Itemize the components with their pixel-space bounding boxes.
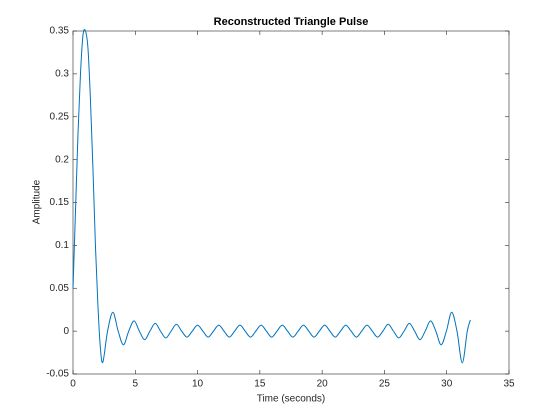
y-tick-label: 0.1 bbox=[55, 240, 69, 251]
y-tick-label: 0.35 bbox=[50, 26, 70, 37]
x-tick-label: 5 bbox=[133, 379, 139, 390]
data-line bbox=[72, 29, 471, 364]
y-tick-label: 0.05 bbox=[50, 283, 70, 294]
y-axis-label: Amplitude bbox=[32, 179, 43, 224]
x-tick-label: 35 bbox=[503, 379, 515, 390]
x-axis-label: Time (seconds) bbox=[257, 394, 326, 405]
x-tick-label: 0 bbox=[70, 379, 76, 390]
y-tick-label: 0.25 bbox=[50, 111, 70, 122]
x-tick-label: 30 bbox=[441, 379, 453, 390]
x-tick-label: 20 bbox=[317, 379, 329, 390]
y-tick-label: 0.15 bbox=[50, 197, 70, 208]
x-tick-label: 10 bbox=[192, 379, 204, 390]
y-tick-label: 0.2 bbox=[55, 154, 69, 165]
x-tick-label: 25 bbox=[379, 379, 391, 390]
y-tick-label: 0.3 bbox=[55, 69, 69, 80]
y-tick-label: -0.05 bbox=[46, 369, 69, 380]
chart-title: Reconstructed Triangle Pulse bbox=[214, 16, 369, 28]
y-tick-label: 0 bbox=[63, 326, 69, 337]
x-tick-label: 15 bbox=[254, 379, 266, 390]
